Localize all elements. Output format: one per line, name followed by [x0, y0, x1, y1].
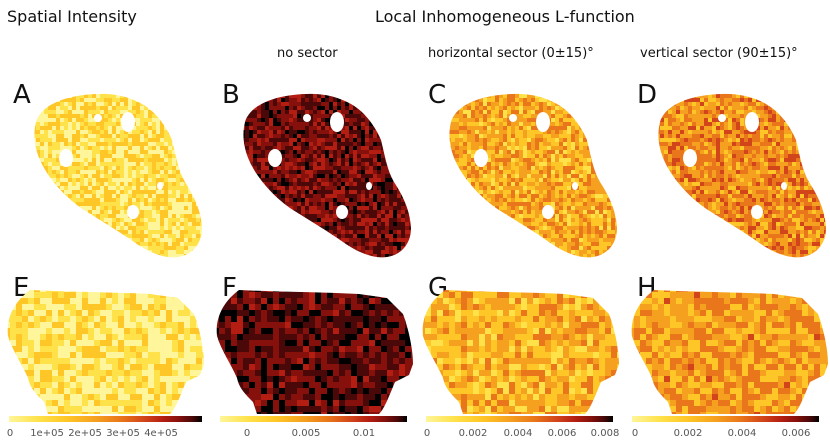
panel-label-b: B	[222, 80, 240, 110]
tick-intensity-0: 0	[6, 428, 14, 439]
tick-vertical-0: 0	[631, 428, 639, 439]
tick-horizontal-0: 0	[423, 428, 431, 439]
panel-label-f: F	[222, 273, 237, 303]
heatmap-c	[449, 93, 617, 258]
hole-overlay-b	[268, 112, 372, 219]
spatial-intensity-title: Spatial Intensity	[7, 7, 137, 26]
heatmap-g	[422, 290, 620, 414]
tick-intensity-2: 2e+05	[68, 428, 102, 439]
tick-intensity-1: 1e+05	[30, 428, 64, 439]
colorbar-intensity	[9, 416, 202, 422]
tick-horizontal-4: 0.008	[590, 428, 620, 439]
tick-no-sector-1: 0.005	[291, 428, 321, 439]
tick-no-sector-0: 0	[243, 428, 251, 439]
tick-vertical-1: 0.002	[673, 428, 703, 439]
hole-overlay-c	[474, 112, 578, 219]
tick-intensity-3: 3e+05	[106, 428, 140, 439]
l-function-title: Local Inhomogeneous L-function	[375, 7, 635, 26]
tick-intensity-4: 4e+05	[144, 428, 178, 439]
tick-horizontal-1: 0.002	[458, 428, 488, 439]
heatmap-a	[34, 93, 202, 258]
no-sector-subtitle: no sector	[277, 46, 338, 61]
tick-vertical-2: 0.004	[727, 428, 757, 439]
colorbar-horizontal	[426, 416, 613, 422]
heatmap-e	[7, 290, 205, 414]
tick-no-sector-2: 0.01	[352, 428, 376, 439]
hole-overlay-a	[59, 112, 163, 219]
vertical-sector-subtitle: vertical sector (90±15)°	[640, 46, 798, 61]
colorbar-no-sector	[220, 416, 407, 422]
hole-overlay-d	[683, 112, 787, 219]
colorbar-vertical	[632, 416, 819, 422]
horizontal-sector-subtitle: horizontal sector (0±15)°	[428, 46, 594, 61]
tick-horizontal-2: 0.004	[503, 428, 533, 439]
heatmap-h	[631, 290, 829, 414]
panel-label-c: C	[428, 80, 447, 110]
panel-label-a: A	[13, 80, 31, 110]
heatmap-d	[658, 93, 826, 258]
heatmap-f	[216, 290, 414, 414]
tick-horizontal-3: 0.006	[547, 428, 577, 439]
heatmap-b	[243, 93, 411, 258]
panel-label-d: D	[637, 80, 658, 110]
tick-vertical-3: 0.006	[781, 428, 811, 439]
